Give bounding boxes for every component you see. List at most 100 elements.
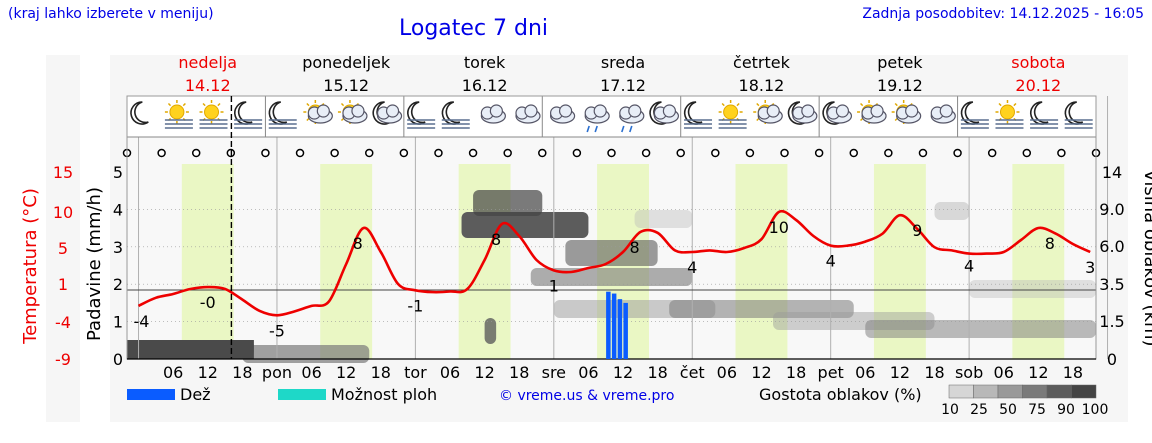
hour-tick-label: 12 bbox=[751, 363, 771, 382]
marker-dot bbox=[1022, 148, 1032, 158]
hour-tick-label: 06 bbox=[855, 363, 875, 382]
cloud-height-tick-label: 6.0 bbox=[1099, 237, 1124, 256]
moon-fog-icon bbox=[683, 101, 713, 129]
day-date: 18.12 bbox=[739, 76, 785, 95]
marker-dot bbox=[1057, 148, 1066, 158]
marker-dot bbox=[261, 148, 270, 158]
hour-tick-label: 18 bbox=[647, 363, 667, 382]
temperature-value-label: 9 bbox=[912, 221, 922, 240]
hour-tick-label: 18 bbox=[371, 363, 391, 382]
day-date: 16.12 bbox=[462, 76, 508, 95]
day-date: 20.12 bbox=[1015, 76, 1061, 95]
sun-cloud-icon bbox=[857, 100, 887, 124]
cloud-height-tick-label: 14 bbox=[1102, 163, 1122, 182]
moon-icon bbox=[130, 101, 149, 125]
day-tick-label: čet bbox=[680, 363, 705, 382]
moon-fog-icon bbox=[441, 101, 470, 129]
cloud-density-patch bbox=[473, 190, 543, 216]
hour-tick-label: 06 bbox=[301, 363, 321, 382]
cloud-height-tick-label: 1.5 bbox=[1099, 312, 1124, 331]
hour-tick-label: 06 bbox=[578, 363, 598, 382]
rain-legend-swatch bbox=[127, 389, 175, 400]
cloud-scale-label: 90 bbox=[1057, 402, 1075, 418]
precip-tick-label: 3 bbox=[113, 238, 123, 257]
moon-cloud-icon bbox=[649, 101, 680, 125]
day-tick-label: pon bbox=[262, 363, 292, 382]
temperature-value-label: -5 bbox=[269, 321, 285, 340]
marker-dot bbox=[641, 148, 651, 158]
day-tick-label: sob bbox=[955, 363, 983, 382]
hour-tick-label: 12 bbox=[613, 363, 633, 382]
temperature-value-label: 1 bbox=[549, 276, 559, 295]
marker-dot bbox=[503, 148, 512, 158]
cloud-height-axis-title: Višina oblakov (km) bbox=[1140, 169, 1152, 346]
cloud-height-tick-label: 3.5 bbox=[1099, 275, 1124, 294]
marker-dot bbox=[434, 148, 443, 158]
marker-dot bbox=[399, 148, 409, 158]
hour-tick-label: 12 bbox=[198, 363, 218, 382]
marker-dot bbox=[849, 148, 858, 158]
day-name: torek bbox=[464, 53, 506, 72]
cloud-density-legend-label: Gostota oblakov (%) bbox=[759, 385, 922, 404]
sun-fog-icon bbox=[718, 100, 747, 129]
temperature-value-label: 4 bbox=[964, 256, 974, 275]
day-name: petek bbox=[877, 53, 923, 72]
marker-dot bbox=[330, 148, 339, 158]
temperature-value-label: 8 bbox=[491, 230, 501, 249]
temperature-tick-label: 1 bbox=[58, 275, 68, 294]
left-margin-panel bbox=[46, 55, 80, 422]
sun-fog-icon bbox=[995, 100, 1024, 129]
temperature-tick-label: 15 bbox=[53, 163, 73, 182]
day-name: ponedeljek bbox=[302, 53, 391, 72]
sun-fog-icon bbox=[164, 100, 193, 129]
marker-dot bbox=[607, 148, 616, 158]
hour-tick-label: 06 bbox=[717, 363, 737, 382]
hour-tick-label: 18 bbox=[786, 363, 806, 382]
cloud-scale-label: 10 bbox=[941, 402, 959, 418]
day-tick-label: tor bbox=[404, 363, 427, 382]
sun-fog-icon bbox=[199, 100, 228, 129]
rain-icon bbox=[584, 104, 610, 133]
precip-tick-label: 5 bbox=[113, 163, 123, 182]
chart-title: Logatec 7 dni bbox=[399, 16, 549, 41]
hour-tick-label: 18 bbox=[509, 363, 529, 382]
cloud-density-patch bbox=[242, 345, 370, 363]
sun-cloud-icon bbox=[891, 100, 922, 124]
marker-dot bbox=[538, 148, 547, 158]
day-date: 19.12 bbox=[877, 76, 923, 95]
marker-dot bbox=[468, 148, 478, 158]
moon-cloud-icon bbox=[822, 101, 853, 125]
temperature-value-label: 3 bbox=[1085, 258, 1095, 277]
low-cloud-band bbox=[127, 340, 254, 359]
moon-fog-icon bbox=[1029, 101, 1059, 129]
day-date: 15.12 bbox=[323, 76, 369, 95]
temperature-value-label: 8 bbox=[629, 238, 639, 257]
sun-cloud-icon bbox=[303, 100, 333, 124]
precip-tick-label: 2 bbox=[113, 275, 123, 294]
temperature-tick-label: 5 bbox=[58, 239, 68, 258]
marker-dot bbox=[711, 148, 720, 158]
marker-dot bbox=[191, 148, 201, 158]
moon-cloud-icon bbox=[787, 101, 818, 125]
temperature-tick-label: -9 bbox=[55, 350, 71, 369]
hour-tick-label: 06 bbox=[440, 363, 460, 382]
day-name: sreda bbox=[601, 53, 645, 72]
marker-dot bbox=[780, 148, 789, 158]
sun-cloud-icon bbox=[337, 100, 368, 124]
cloud-icon bbox=[515, 104, 541, 124]
temperature-axis-title: Temperatura (°C) bbox=[20, 188, 41, 345]
temperature-value-label: 8 bbox=[1045, 234, 1055, 253]
temperature-line bbox=[137, 209, 1091, 317]
marker-dot bbox=[884, 148, 893, 158]
temperature-value-label: 4 bbox=[687, 258, 697, 277]
temperature-value-label: 4 bbox=[826, 252, 836, 271]
cloud-density-patch bbox=[461, 212, 589, 238]
rain-legend-label: Dež bbox=[180, 385, 211, 404]
moon-fog-icon bbox=[407, 101, 436, 129]
cloud-scale-label: 50 bbox=[999, 402, 1017, 418]
daylight-band bbox=[735, 164, 788, 359]
cloud-icon bbox=[549, 104, 576, 124]
cloud-scale-swatch bbox=[1071, 384, 1097, 399]
cloud-scale-label: 100 bbox=[1082, 402, 1109, 418]
